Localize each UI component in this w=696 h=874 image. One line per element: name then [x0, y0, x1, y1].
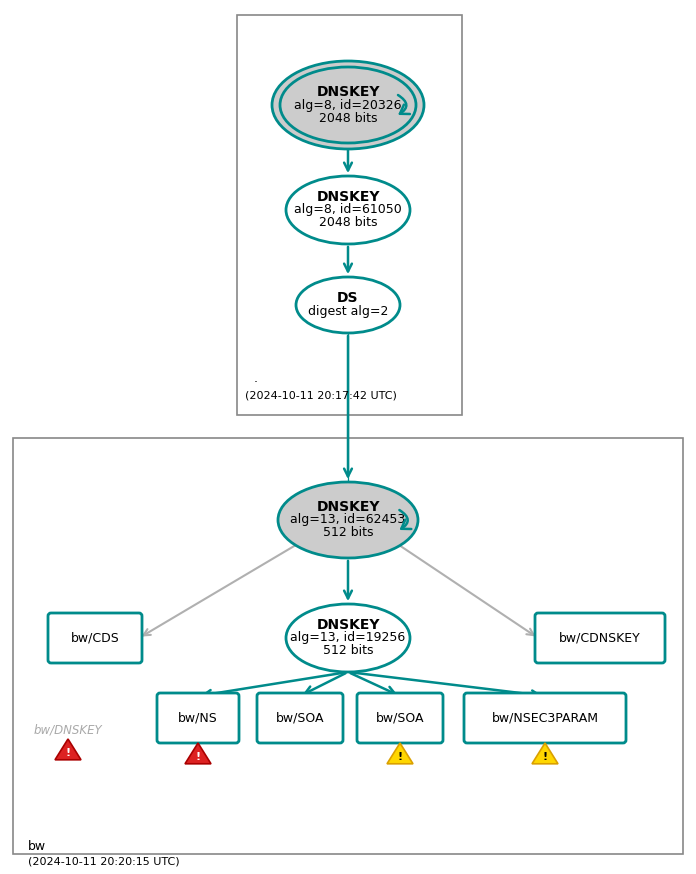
Text: bw/NSEC3PARAM: bw/NSEC3PARAM	[491, 711, 599, 725]
Text: DNSKEY: DNSKEY	[316, 190, 380, 204]
Text: bw: bw	[28, 840, 46, 853]
FancyBboxPatch shape	[357, 693, 443, 743]
Text: !: !	[196, 753, 200, 762]
FancyBboxPatch shape	[48, 613, 142, 663]
Ellipse shape	[278, 482, 418, 558]
Text: bw/DNSKEY: bw/DNSKEY	[33, 724, 102, 737]
Text: alg=13, id=62453: alg=13, id=62453	[290, 514, 406, 526]
Text: !: !	[397, 753, 402, 762]
FancyArrowPatch shape	[400, 510, 411, 529]
Text: bw/NS: bw/NS	[178, 711, 218, 725]
FancyBboxPatch shape	[464, 693, 626, 743]
Ellipse shape	[286, 604, 410, 672]
Polygon shape	[532, 743, 558, 764]
FancyBboxPatch shape	[535, 613, 665, 663]
Text: alg=8, id=61050: alg=8, id=61050	[294, 204, 402, 217]
Ellipse shape	[272, 61, 424, 149]
Bar	[13, 438, 683, 854]
FancyArrowPatch shape	[398, 95, 410, 114]
Text: !: !	[65, 748, 70, 759]
Text: 512 bits: 512 bits	[323, 644, 373, 657]
Text: DS: DS	[338, 292, 358, 306]
Text: 2048 bits: 2048 bits	[319, 217, 377, 230]
Text: (2024-10-11 20:17:42 UTC): (2024-10-11 20:17:42 UTC)	[245, 390, 397, 400]
Text: DNSKEY: DNSKEY	[316, 85, 380, 99]
Text: bw/CDNSKEY: bw/CDNSKEY	[559, 632, 641, 644]
Polygon shape	[185, 743, 211, 764]
Polygon shape	[55, 739, 81, 760]
Ellipse shape	[296, 277, 400, 333]
Text: alg=13, id=19256: alg=13, id=19256	[290, 632, 406, 644]
Text: 2048 bits: 2048 bits	[319, 112, 377, 124]
Text: (2024-10-11 20:20:15 UTC): (2024-10-11 20:20:15 UTC)	[28, 856, 180, 866]
Text: alg=8, id=20326: alg=8, id=20326	[294, 99, 402, 112]
Ellipse shape	[280, 67, 416, 143]
FancyBboxPatch shape	[157, 693, 239, 743]
Text: 512 bits: 512 bits	[323, 526, 373, 539]
Bar	[237, 15, 462, 415]
Text: !: !	[542, 753, 548, 762]
Polygon shape	[387, 743, 413, 764]
Text: DNSKEY: DNSKEY	[316, 618, 380, 632]
Text: DNSKEY: DNSKEY	[316, 500, 380, 514]
Text: .: .	[254, 372, 258, 385]
Text: bw/SOA: bw/SOA	[376, 711, 425, 725]
Text: bw/SOA: bw/SOA	[276, 711, 324, 725]
FancyBboxPatch shape	[257, 693, 343, 743]
Text: digest alg=2: digest alg=2	[308, 305, 388, 318]
Text: bw/CDS: bw/CDS	[70, 632, 120, 644]
Ellipse shape	[286, 176, 410, 244]
